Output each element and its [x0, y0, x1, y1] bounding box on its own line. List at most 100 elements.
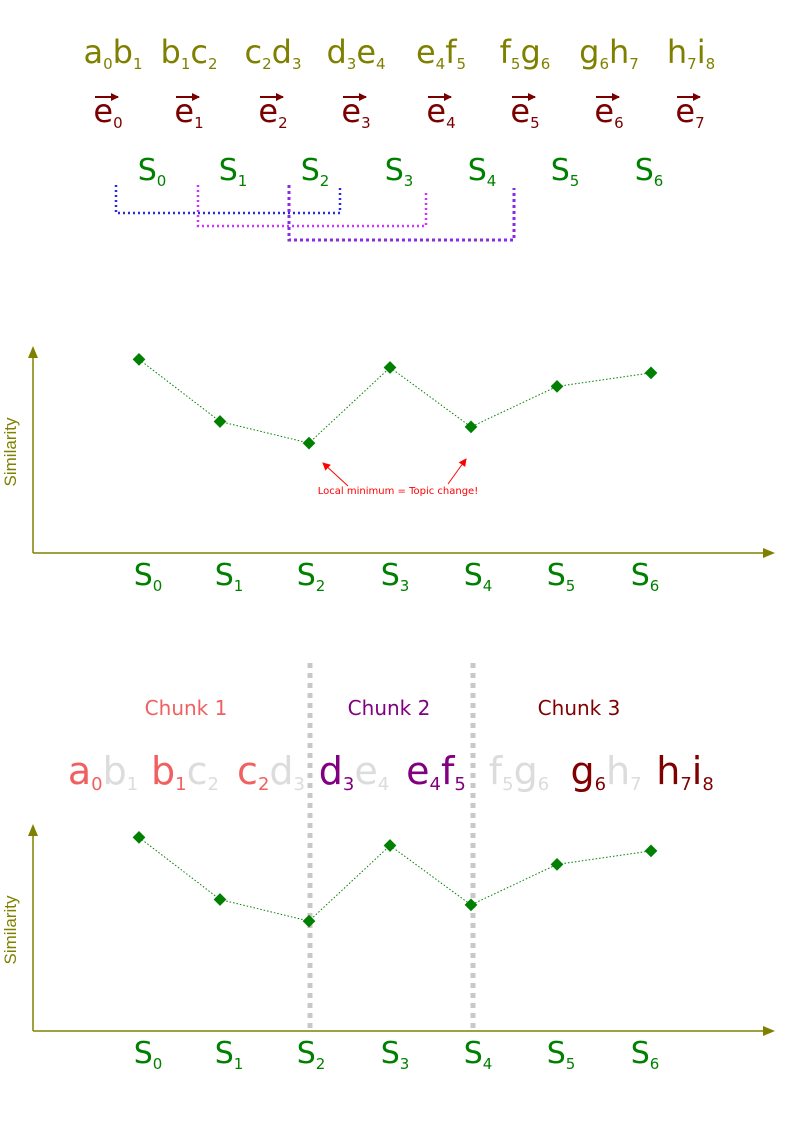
similarity-label: S0	[138, 153, 167, 190]
similarity-index: 1	[238, 172, 248, 190]
tick-letter: S	[464, 558, 483, 593]
embedding-label: e4	[426, 92, 455, 132]
tick-letter: S	[215, 558, 234, 593]
similarity-chart-2: Similarity S0 S1 S2 S3 S4 S5 S6	[1, 824, 775, 1073]
embedding-label: e3	[341, 92, 370, 132]
tick-letter: S	[381, 558, 400, 593]
chunk-token-b-index: 2	[208, 774, 219, 795]
chunk-token-a: a	[68, 749, 91, 793]
tick-letter: S	[547, 1036, 566, 1071]
tick-letter: S	[134, 558, 153, 593]
window-bracket-3	[287, 185, 516, 242]
token-a-index: 4	[436, 55, 446, 73]
embedding-vector: e1	[174, 92, 203, 132]
chunked-token-pair: d3​e4	[319, 749, 389, 795]
tick-letter: S	[297, 558, 316, 593]
embedding-index: 0	[113, 114, 123, 132]
tick-index: 3	[400, 577, 410, 595]
embedding-label: e7	[675, 92, 704, 132]
tick-letter: S	[631, 1036, 650, 1071]
token-pair: b1​c2	[161, 33, 218, 73]
tick-index: 4	[483, 577, 493, 595]
token-b: g	[520, 33, 540, 71]
tick-index: 4	[483, 1055, 493, 1073]
chart1-point	[464, 420, 478, 434]
token-a: a	[83, 33, 103, 71]
chart2-x-tick-label: S3	[381, 1036, 410, 1073]
similarity-label: S2	[301, 153, 330, 190]
embedding-label: e6	[594, 92, 623, 132]
chunk-token-a: f	[489, 749, 504, 793]
token-b-index: 8	[706, 55, 716, 73]
tick-letter: S	[631, 558, 650, 593]
chart2-point	[132, 831, 146, 844]
similarity-letter: S	[468, 153, 487, 188]
token-pair: d3​e4	[326, 33, 385, 73]
chart1-point	[550, 380, 564, 393]
chart1-x-tick-labels: S0 S1 S2 S3 S4 S5 S6	[134, 558, 660, 595]
chart1-x-tick-label: S0	[134, 558, 163, 595]
window-brackets	[114, 185, 516, 242]
similarity-letter: S	[635, 153, 654, 188]
chart1-point	[302, 436, 316, 450]
token-a: d	[326, 33, 346, 71]
tick-index: 1	[234, 1055, 244, 1073]
chunk-token-b-index: 4	[378, 774, 389, 795]
embedding-index: 1	[194, 114, 204, 132]
token-pair: c2​d3	[245, 33, 302, 73]
chunk-token-b: f	[441, 749, 456, 793]
chart2-x-tick-label: S6	[631, 1036, 660, 1073]
chunked-token-pairs-row: a0​b1 b1​c2 c2​d3 d3​e4 e4​f5 f5​g6 g6​h7 h7​i8	[68, 749, 714, 795]
embedding-index: 4	[446, 114, 456, 132]
similarity-label: S4	[468, 153, 497, 190]
similarity-letter: S	[385, 153, 404, 188]
token-b: f	[445, 33, 457, 71]
token-a: b	[161, 33, 181, 71]
token-a-index: 5	[511, 55, 521, 73]
chunked-token-pair: e4​f5	[406, 749, 466, 795]
similarity-index: 6	[654, 172, 664, 190]
token-b: d	[272, 33, 292, 71]
chunk-token-b-index: 1	[127, 774, 138, 795]
embedding-vector: e7	[675, 92, 704, 132]
token-a-index: 2	[262, 55, 272, 73]
similarity-index: 3	[404, 172, 414, 190]
token-b-index: 4	[376, 55, 386, 73]
chart1-x-tick-label: S1	[215, 558, 244, 595]
chart2-x-tick-label: S1	[215, 1036, 244, 1073]
similarity-index: 4	[487, 172, 497, 190]
similarity-chart-1: Similarity S0 S1 S2 S3 S4 S5 S6 Local minimum …	[1, 346, 775, 595]
chart2-x-tick-label: S4	[464, 1036, 493, 1073]
chart1-x-tick-label: S3	[381, 558, 410, 595]
token-a: f	[500, 33, 512, 71]
chunk-token-a-index: 0	[91, 774, 102, 795]
chart2-series-line	[138, 837, 652, 922]
token-a-index: 7	[687, 55, 697, 73]
chart2-point	[550, 858, 564, 871]
embedding-letter: e	[174, 92, 194, 130]
chunk-token-a: c	[237, 749, 258, 793]
chunk-token-a-index: 3	[343, 774, 354, 795]
chunk-token-a-index: 5	[502, 774, 513, 795]
embedding-label: e2	[258, 92, 287, 132]
token-a: c	[245, 33, 263, 71]
chunk-token-a: d	[319, 749, 343, 793]
embedding-letter: e	[594, 92, 614, 130]
embedding-label: e5	[510, 92, 539, 132]
chunked-token-pair: g6​h7	[570, 749, 641, 795]
chart1-point	[644, 366, 658, 380]
chunk-token-a-index: 6	[595, 774, 606, 795]
token-b-index: 3	[292, 55, 302, 73]
chunk-token-b: g	[514, 749, 538, 793]
token-b-index: 2	[208, 55, 218, 73]
chart1-y-axis-label: Similarity	[1, 417, 20, 486]
chunk-token-b-index: 3	[294, 774, 305, 795]
tick-index: 6	[650, 577, 660, 595]
similarity-letter: S	[301, 153, 320, 188]
chunked-token-pair: b1​c2	[151, 749, 219, 795]
chart1-point	[132, 353, 146, 366]
token-b: i	[697, 33, 706, 71]
embedding-letter: e	[93, 92, 113, 130]
token-a-index: 3	[347, 55, 357, 73]
chunk-token-a: h	[656, 749, 680, 793]
